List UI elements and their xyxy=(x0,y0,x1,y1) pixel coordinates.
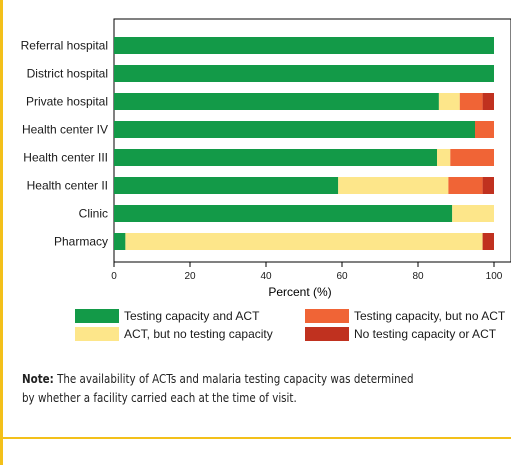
legend-label-no-testing-capacity-or-act: No testing capacity or ACT xyxy=(354,327,497,341)
legend-swatch-no-testing-capacity-or-act xyxy=(305,327,349,341)
bar-health-center-iii-testing-capacity-but-no-act xyxy=(450,149,494,166)
legend: Testing capacity and ACT ACT, but no test… xyxy=(75,309,506,341)
bar-private-hospital-no-testing-capacity-or-act xyxy=(482,93,494,110)
category-labels: Referral hospital District hospital Privat… xyxy=(21,39,108,249)
category-label-pharmacy: Pharmacy xyxy=(54,235,108,249)
frame-left-border xyxy=(0,0,3,465)
legend-swatch-testing-capacity-and-act xyxy=(75,309,119,323)
category-label-district-hospital: District hospital xyxy=(27,67,108,81)
category-label-health-center-iii: Health center III xyxy=(23,151,108,165)
legend-swatch-act-but-no-testing-capacity xyxy=(75,327,119,341)
bar-pharmacy-testing-capacity-and-act xyxy=(114,233,126,250)
note-label: Note: xyxy=(22,372,54,386)
x-tick-label-20: 20 xyxy=(184,271,196,282)
bar-private-hospital-act-but-no-testing-capacity xyxy=(438,93,460,110)
bar-pharmacy-no-testing-capacity-or-act xyxy=(482,233,494,250)
plot-area xyxy=(113,18,511,263)
x-tick-label-80: 80 xyxy=(412,271,424,282)
bar-private-hospital-testing-capacity-and-act xyxy=(114,93,439,110)
bar-clinic-act-but-no-testing-capacity xyxy=(452,205,494,222)
frame-bottom-border xyxy=(0,437,511,439)
bar-pharmacy-act-but-no-testing-capacity xyxy=(125,233,483,250)
legend-label-testing-capacity-but-no-act: Testing capacity, but no ACT xyxy=(354,309,506,323)
bar-private-hospital-testing-capacity-but-no-act xyxy=(459,93,483,110)
bar-health-center-iv-testing-capacity-but-no-act xyxy=(475,121,494,138)
legend-swatch-testing-capacity-but-no-act xyxy=(305,309,349,323)
bars-group xyxy=(114,37,494,250)
category-label-health-center-ii: Health center II xyxy=(27,179,108,193)
bar-referral-hospital-testing-capacity-and-act xyxy=(114,37,494,54)
category-label-referral-hospital: Referral hospital xyxy=(21,39,108,53)
category-label-health-center-iv: Health center IV xyxy=(22,123,108,137)
bar-clinic-testing-capacity-and-act xyxy=(114,205,453,222)
bar-health-center-ii-no-testing-capacity-or-act xyxy=(482,177,494,194)
bar-district-hospital-testing-capacity-and-act xyxy=(114,65,494,82)
bar-health-center-ii-testing-capacity-but-no-act xyxy=(448,177,483,194)
x-tick-label-100: 100 xyxy=(486,271,503,282)
bar-health-center-ii-act-but-no-testing-capacity xyxy=(338,177,449,194)
x-axis-ticks: 0 20 40 60 80 100 xyxy=(111,262,503,282)
bar-health-center-iv-testing-capacity-and-act xyxy=(114,121,475,138)
x-tick-label-0: 0 xyxy=(111,271,117,282)
x-tick-label-60: 60 xyxy=(336,271,348,282)
chart-note: Note: The availability of ACTs and malar… xyxy=(22,370,426,408)
stacked-bar-chart: Referral hospital District hospital Privat… xyxy=(21,18,511,341)
category-label-clinic: Clinic xyxy=(79,207,108,221)
category-label-private-hospital: Private hospital xyxy=(26,95,108,109)
legend-label-act-but-no-testing-capacity: ACT, but no testing capacity xyxy=(124,327,273,341)
x-tick-label-40: 40 xyxy=(260,271,272,282)
bar-health-center-ii-testing-capacity-and-act xyxy=(114,177,339,194)
legend-label-testing-capacity-and-act: Testing capacity and ACT xyxy=(124,309,260,323)
note-text: The availability of ACTs and malaria tes… xyxy=(22,372,414,405)
bar-health-center-iii-act-but-no-testing-capacity xyxy=(437,149,451,166)
bar-health-center-iii-testing-capacity-and-act xyxy=(114,149,437,166)
x-axis-label: Percent (%) xyxy=(268,285,331,299)
